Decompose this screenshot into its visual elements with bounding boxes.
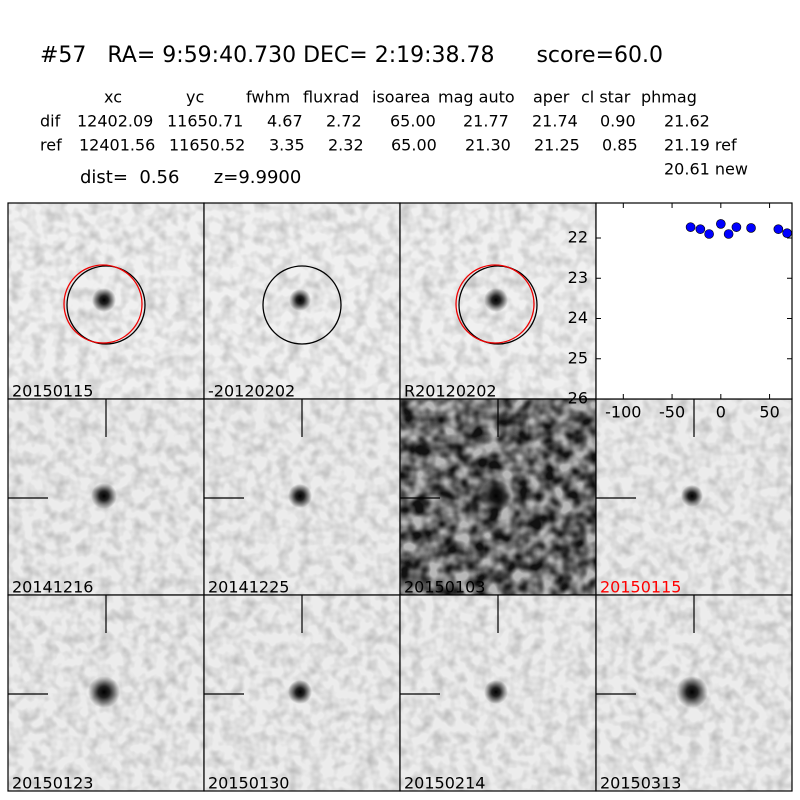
thumbnail-label: 20150130: [208, 774, 289, 793]
column-header: fwhm: [246, 88, 290, 107]
thumbnail-label: 20141216: [12, 578, 93, 597]
thumbnail-label: 20150115: [12, 382, 93, 401]
column-header: isoarea: [372, 88, 430, 107]
point: [716, 219, 726, 229]
x-tick-label: -100: [605, 403, 641, 422]
thumbnail-label: 20150214: [404, 774, 485, 793]
star: [289, 289, 311, 311]
table-cell: 2.72: [326, 112, 362, 131]
column-header: xc: [104, 88, 122, 107]
table-cell: 21.77: [463, 112, 509, 131]
x-tick-label: 50: [759, 403, 779, 422]
thumbnail-label: R20120202: [404, 382, 497, 401]
column-header: aper: [533, 88, 570, 107]
table-cell: 65.00: [391, 136, 437, 155]
star: [484, 288, 508, 312]
table-cell: 3.35: [269, 136, 305, 155]
column-header: fluxrad: [303, 88, 359, 107]
y-tick-label: 24: [568, 308, 588, 327]
thumbnail-label: 20150115: [600, 578, 681, 597]
table-cell: 11650.71: [167, 112, 243, 131]
aperture-ref: [63, 264, 143, 344]
table-cell: 4.67: [267, 112, 303, 131]
point: [685, 222, 696, 232]
series: [685, 219, 792, 239]
title: #57 RA= 9:59:40.730 DEC= 2:19:38.78 scor…: [40, 43, 663, 68]
star: [484, 680, 508, 704]
y-tick-label: 22: [568, 228, 588, 247]
panel-border: [595, 594, 793, 792]
aperture: [66, 265, 146, 345]
column-header: phmag: [641, 88, 697, 107]
star: [676, 676, 708, 708]
thumbnail-label: -20120202: [208, 382, 295, 401]
table-cell: 21.74: [532, 112, 578, 131]
column-header: cl star: [581, 88, 631, 107]
column-header: yc: [186, 88, 204, 107]
x-tick-label: -50: [659, 403, 685, 422]
y-tick-label: 25: [568, 348, 588, 367]
y-tick-label: 26: [568, 389, 588, 408]
table-cell: 0.85: [602, 136, 638, 155]
plot-bg: [596, 203, 792, 399]
info: dist= 0.56 z=9.9900: [80, 167, 301, 188]
table-cell: 0.90: [600, 112, 636, 131]
row-label: ref: [40, 136, 62, 155]
point: [746, 223, 756, 233]
star: [88, 676, 120, 708]
row-label: dif: [40, 112, 61, 131]
thumbnail-label: 20150313: [600, 774, 681, 793]
star: [92, 288, 116, 312]
thumbnail-label: 20141225: [208, 578, 289, 597]
aperture: [458, 265, 538, 345]
star: [91, 483, 117, 509]
table-cell: 65.00: [390, 112, 436, 131]
y-tick-label: 23: [568, 268, 588, 287]
thumbnail-label: 20150103: [404, 578, 485, 597]
table-cell: 21.19 ref: [664, 136, 737, 155]
star: [480, 480, 512, 512]
point: [731, 222, 742, 232]
table-cell: 21.62: [664, 112, 710, 131]
aperture: [262, 265, 342, 345]
column-header: mag auto: [438, 88, 515, 107]
table-cell: 21.25: [534, 136, 580, 155]
table-cell: 11650.52: [169, 136, 245, 155]
table-cell: 2.32: [328, 136, 364, 155]
point: [773, 224, 784, 234]
point: [695, 224, 706, 234]
table-cell: 21.30: [465, 136, 511, 155]
x-tick-label: 0: [716, 403, 726, 422]
plot-frame: [595, 202, 793, 400]
point: [782, 228, 792, 238]
star: [288, 484, 312, 508]
thumbnail-label: 20150123: [12, 774, 93, 793]
table-cell: 12401.56: [79, 136, 155, 155]
phmag-new: 20.61 new: [664, 160, 748, 179]
aperture-ref: [455, 264, 535, 344]
point: [704, 229, 714, 239]
star: [288, 680, 312, 704]
star: [681, 485, 703, 507]
table-cell: 12402.09: [77, 112, 153, 131]
point: [723, 229, 734, 239]
